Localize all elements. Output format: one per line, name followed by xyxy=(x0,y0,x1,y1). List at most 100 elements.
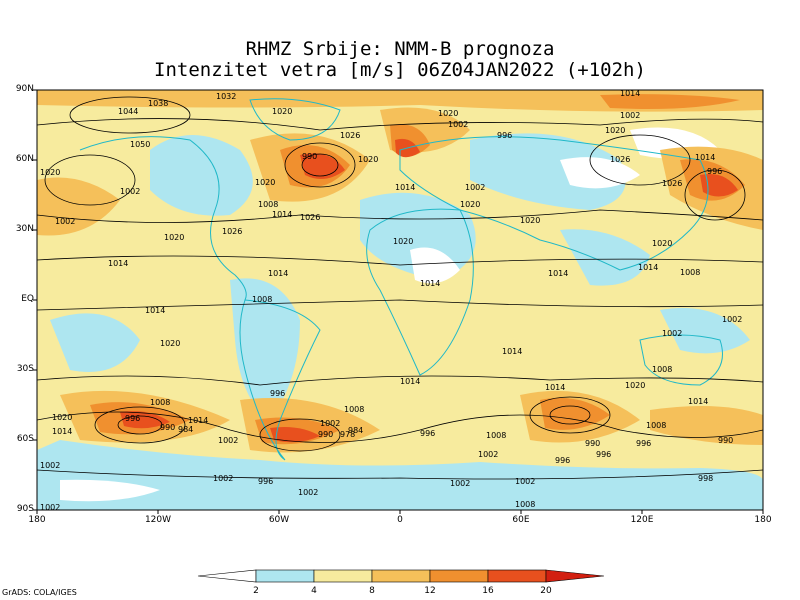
colorbar-label: 20 xyxy=(540,586,552,596)
lon-label: 60E xyxy=(512,515,530,525)
isobar-label: 1002 xyxy=(722,315,742,324)
lat-label: 90N xyxy=(15,84,34,94)
isobar-label: 996 xyxy=(636,439,651,448)
isobar-label: 1002 xyxy=(448,120,468,129)
isobar-label: 1008 xyxy=(344,405,364,414)
colorbar-segment xyxy=(255,569,315,583)
isobar-label: 1002 xyxy=(120,187,140,196)
map-title: RHMZ Srbije: NMM-B prognoza xyxy=(245,38,555,60)
isobar-label: 1014 xyxy=(620,89,640,98)
isobar-label: 996 xyxy=(125,414,140,423)
lat-label: 90S xyxy=(16,504,34,514)
isobar-label: 990 xyxy=(718,436,733,445)
isobar-label: 1002 xyxy=(40,461,60,470)
isobar-label: 1020 xyxy=(40,168,60,177)
isobar-label: 1008 xyxy=(680,268,700,277)
lon-label: 180 xyxy=(28,515,46,525)
isobar-label: 1014 xyxy=(420,279,440,288)
isobar-label: 1020 xyxy=(393,237,413,246)
isobar-label: 990 xyxy=(160,423,175,432)
isobar-labels: 1044 1038 1032 1050 1020 1002 1020 1014 … xyxy=(40,89,742,512)
isobar-label: 1020 xyxy=(625,381,645,390)
isobar-label: 1014 xyxy=(548,269,568,278)
colorbar-segment xyxy=(313,569,373,583)
isobar-label: 1026 xyxy=(340,131,360,140)
isobar-label: 1002 xyxy=(478,450,498,459)
isobar-label: 1002 xyxy=(450,479,470,488)
isobar-label: 1020 xyxy=(438,109,458,118)
isobar-label: 984 xyxy=(178,425,193,434)
lon-label: 120E xyxy=(630,515,654,525)
isobar-label: 996 xyxy=(555,456,570,465)
isobar-label: 1020 xyxy=(164,233,184,242)
isobar-label: 1044 xyxy=(118,107,138,116)
colorbar-segment xyxy=(429,569,489,583)
colorbar-segment xyxy=(487,569,547,583)
isobar-label: 990 xyxy=(318,430,333,439)
isobar-label: 990 xyxy=(302,152,317,161)
map-subtitle: Intenzitet vetra [m/s] 06Z04JAN2022 (+10… xyxy=(154,59,646,81)
colorbar-label: 12 xyxy=(424,586,436,596)
isobar-label: 1020 xyxy=(605,126,625,135)
isobar-label: 1014 xyxy=(638,263,658,272)
isobar-label: 1014 xyxy=(688,397,708,406)
isobar-label: 1008 xyxy=(652,365,672,374)
isobar-label: 1002 xyxy=(40,503,60,512)
isobar-label: 1020 xyxy=(255,178,275,187)
isobar-label: 1038 xyxy=(148,99,168,108)
isobar-label: 1026 xyxy=(610,155,630,164)
isobar-label: 1014 xyxy=(395,183,415,192)
isobar-label: 1020 xyxy=(460,200,480,209)
colorbar-segment xyxy=(197,569,257,583)
isobar-label: 996 xyxy=(497,131,512,140)
lat-label: EQ xyxy=(21,294,34,304)
lat-label: 60N xyxy=(15,154,34,164)
map-field: 1044 1038 1032 1050 1020 1002 1020 1014 … xyxy=(37,89,763,512)
isobar-label: 1014 xyxy=(52,427,72,436)
isobar-label: 1020 xyxy=(272,107,292,116)
isobar-label: 1020 xyxy=(652,239,672,248)
isobar-label: 996 xyxy=(707,167,722,176)
isobar-label: 1026 xyxy=(222,227,242,236)
isobar-label: 1002 xyxy=(55,217,75,226)
isobar-label: 1032 xyxy=(216,92,236,101)
isobar-label: 1008 xyxy=(150,398,170,407)
isobars xyxy=(37,96,763,480)
lon-label: 60W xyxy=(268,515,290,525)
isobar-label: 1002 xyxy=(662,329,682,338)
isobar-label: 1020 xyxy=(520,216,540,225)
isobar-label: 996 xyxy=(270,389,285,398)
lat-label: 30N xyxy=(15,224,34,234)
isobar-label: 1002 xyxy=(465,183,485,192)
lat-label: 30S xyxy=(16,364,34,374)
isobar-label: 996 xyxy=(420,429,435,438)
isobar-label: 1002 xyxy=(320,419,340,428)
colorbar-label: 4 xyxy=(311,586,317,596)
isobar-label: 1020 xyxy=(358,155,378,164)
isobar-label: 1008 xyxy=(486,431,506,440)
isobar-label: 1008 xyxy=(258,200,278,209)
lon-label: 120W xyxy=(144,515,172,525)
isobar-label: 1014 xyxy=(108,259,128,268)
colorbar-segment xyxy=(545,569,605,583)
isobar-label: 1002 xyxy=(298,488,318,497)
isobar-label: 978 xyxy=(340,430,355,439)
coastlines xyxy=(79,98,723,461)
isobar-label: 1014 xyxy=(268,269,288,278)
colorbar-segment xyxy=(371,569,431,583)
isobar-label: 996 xyxy=(258,477,273,486)
isobar-label: 990 xyxy=(585,439,600,448)
isobar-label: 984 xyxy=(348,426,363,435)
isobar-label: 1014 xyxy=(188,416,208,425)
lon-label: 180 xyxy=(754,515,772,525)
axis-ticks xyxy=(33,89,764,514)
lon-label: 0 xyxy=(397,515,403,525)
isobar-label: 998 xyxy=(698,474,713,483)
colorbar-label: 16 xyxy=(482,586,494,596)
isobar-label: 1002 xyxy=(218,436,238,445)
isobar-label: 1008 xyxy=(646,421,666,430)
isobar-label: 1002 xyxy=(620,111,640,120)
isobar-label: 1020 xyxy=(160,339,180,348)
